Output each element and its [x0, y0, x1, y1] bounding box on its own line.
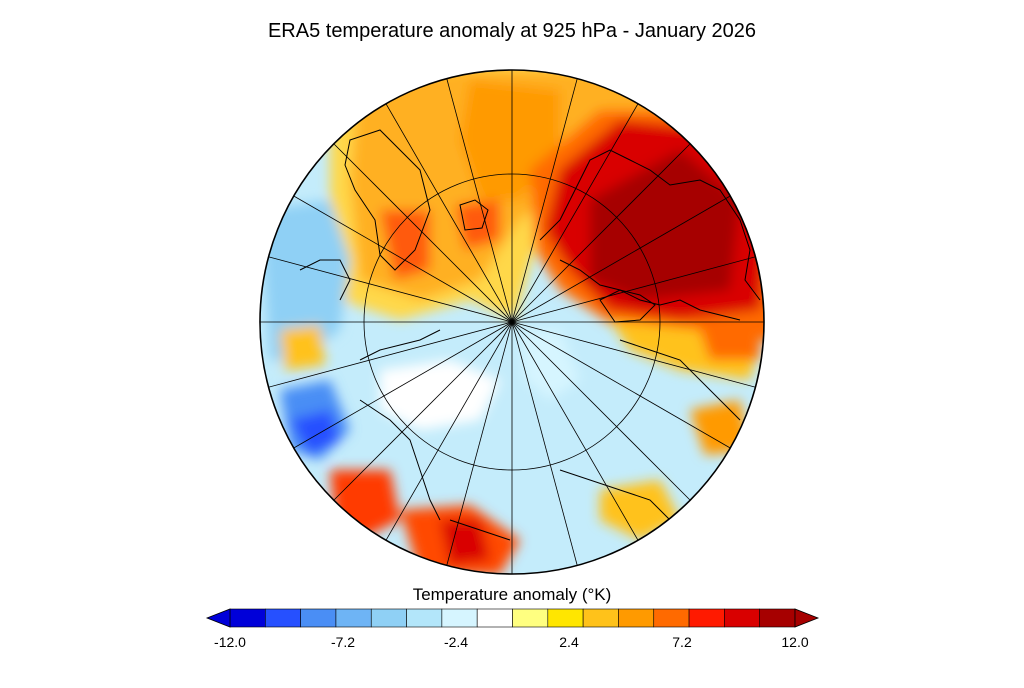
colorbar [205, 608, 820, 628]
meridian-line [444, 321, 513, 574]
colorbar-swatch [512, 608, 549, 628]
meridian-line [286, 191, 513, 323]
coastlines [299, 129, 761, 541]
colorbar-swatch [406, 608, 443, 628]
colorbar-swatch [335, 608, 372, 628]
meridian-line [327, 321, 513, 507]
colorbar-swatch [229, 608, 266, 628]
colorbar-swatch [582, 608, 619, 628]
graticule [260, 70, 764, 574]
colorbar-tick-label: 12.0 [781, 634, 809, 650]
meridian-line [511, 137, 697, 323]
meridian-line [260, 254, 513, 323]
colorbar-swatch [724, 608, 760, 628]
map-title: ERA5 temperature anomaly at 925 hPa - Ja… [267, 20, 757, 42]
colorbar-swatch [759, 608, 796, 628]
colorbar-swatch [476, 608, 513, 628]
meridian-line [511, 321, 580, 574]
colorbar-swatch [688, 608, 725, 628]
colorbar-swatch [265, 608, 301, 628]
colorbar-under-arrow [205, 608, 231, 628]
colorbar-label: Temperature anomaly (°K) [412, 585, 612, 604]
colorbar-tick-label: -12.0 [214, 634, 246, 650]
meridian-line [381, 96, 513, 323]
colorbar-swatch [653, 608, 690, 628]
meridian-line [381, 321, 513, 548]
colorbar-tick-label: -7.2 [330, 634, 356, 650]
meridian-line [511, 321, 643, 548]
colorbar-tick-label: -2.4 [443, 634, 469, 650]
meridian-line [511, 254, 764, 323]
meridian-line [511, 70, 580, 323]
colorbar-tick-label: 2.4 [559, 634, 579, 650]
meridian-line [444, 70, 513, 323]
colorbar-tick-label: 7.2 [672, 634, 692, 650]
meridian-line [286, 321, 513, 453]
meridian-line [511, 321, 738, 453]
map-boundary [259, 69, 765, 575]
anomaly-field [260, 70, 764, 574]
colorbar-swatch [547, 608, 584, 628]
meridian-line [511, 321, 764, 390]
colorbar-swatch [441, 608, 478, 628]
colorbar-swatch [300, 608, 337, 628]
meridian-line [511, 191, 738, 323]
colorbar-swatch [370, 608, 407, 628]
meridian-line [511, 321, 697, 507]
meridian-line [260, 321, 513, 390]
colorbar-swatch [618, 608, 655, 628]
meridian-line [327, 137, 513, 323]
colorbar-over-arrow [794, 608, 820, 628]
meridian-line [511, 96, 643, 323]
